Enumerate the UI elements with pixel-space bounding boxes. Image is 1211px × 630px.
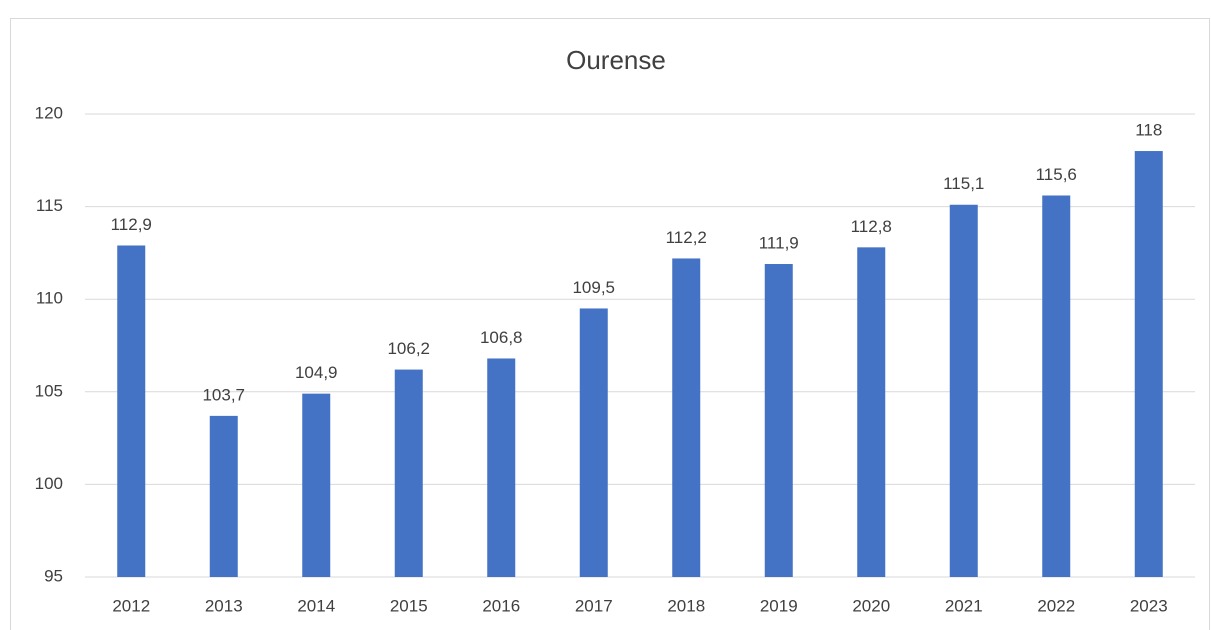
data-label: 104,9 <box>295 363 338 382</box>
x-tick-label: 2016 <box>482 596 520 615</box>
y-tick-label: 120 <box>35 103 63 122</box>
data-label: 112,9 <box>111 215 152 234</box>
data-label: 118 <box>1135 121 1162 140</box>
x-tick-label: 2023 <box>1130 596 1168 615</box>
data-label: 106,8 <box>480 328 523 347</box>
bar <box>764 264 793 577</box>
data-label: 109,5 <box>572 278 615 297</box>
bar <box>487 358 516 577</box>
y-tick-label: 115 <box>36 196 63 215</box>
y-tick-label: 105 <box>35 381 63 400</box>
data-label: 111,9 <box>759 233 799 252</box>
bar <box>672 258 701 577</box>
bar <box>394 369 423 577</box>
chart-border <box>10 18 1210 630</box>
data-label: 112,2 <box>666 228 707 247</box>
data-label: 115,1 <box>943 174 984 193</box>
data-label: 112,8 <box>851 217 892 236</box>
x-tick-label: 2019 <box>760 596 798 615</box>
data-label: 103,7 <box>202 385 245 404</box>
x-tick-label: 2015 <box>390 596 428 615</box>
bar <box>1134 151 1163 578</box>
chart-title: Ourense <box>566 45 666 75</box>
bar <box>857 247 886 577</box>
x-tick-label: 2014 <box>297 596 335 615</box>
y-tick-label: 110 <box>36 289 63 308</box>
x-tick-label: 2020 <box>852 596 890 615</box>
x-tick-label: 2013 <box>205 596 243 615</box>
y-tick-label: 95 <box>44 566 63 585</box>
bar <box>209 415 238 577</box>
x-tick-label: 2012 <box>112 596 150 615</box>
data-label: 106,2 <box>387 339 430 358</box>
bar <box>302 393 331 577</box>
x-tick-label: 2022 <box>1037 596 1075 615</box>
y-tick-label: 100 <box>35 474 63 493</box>
data-label: 115,6 <box>1036 165 1077 184</box>
bar <box>949 204 978 578</box>
x-tick-label: 2021 <box>945 596 983 615</box>
x-tick-label: 2018 <box>667 596 705 615</box>
bar <box>117 245 146 577</box>
bar <box>1042 195 1071 577</box>
bar <box>579 308 608 577</box>
x-tick-label: 2017 <box>575 596 613 615</box>
